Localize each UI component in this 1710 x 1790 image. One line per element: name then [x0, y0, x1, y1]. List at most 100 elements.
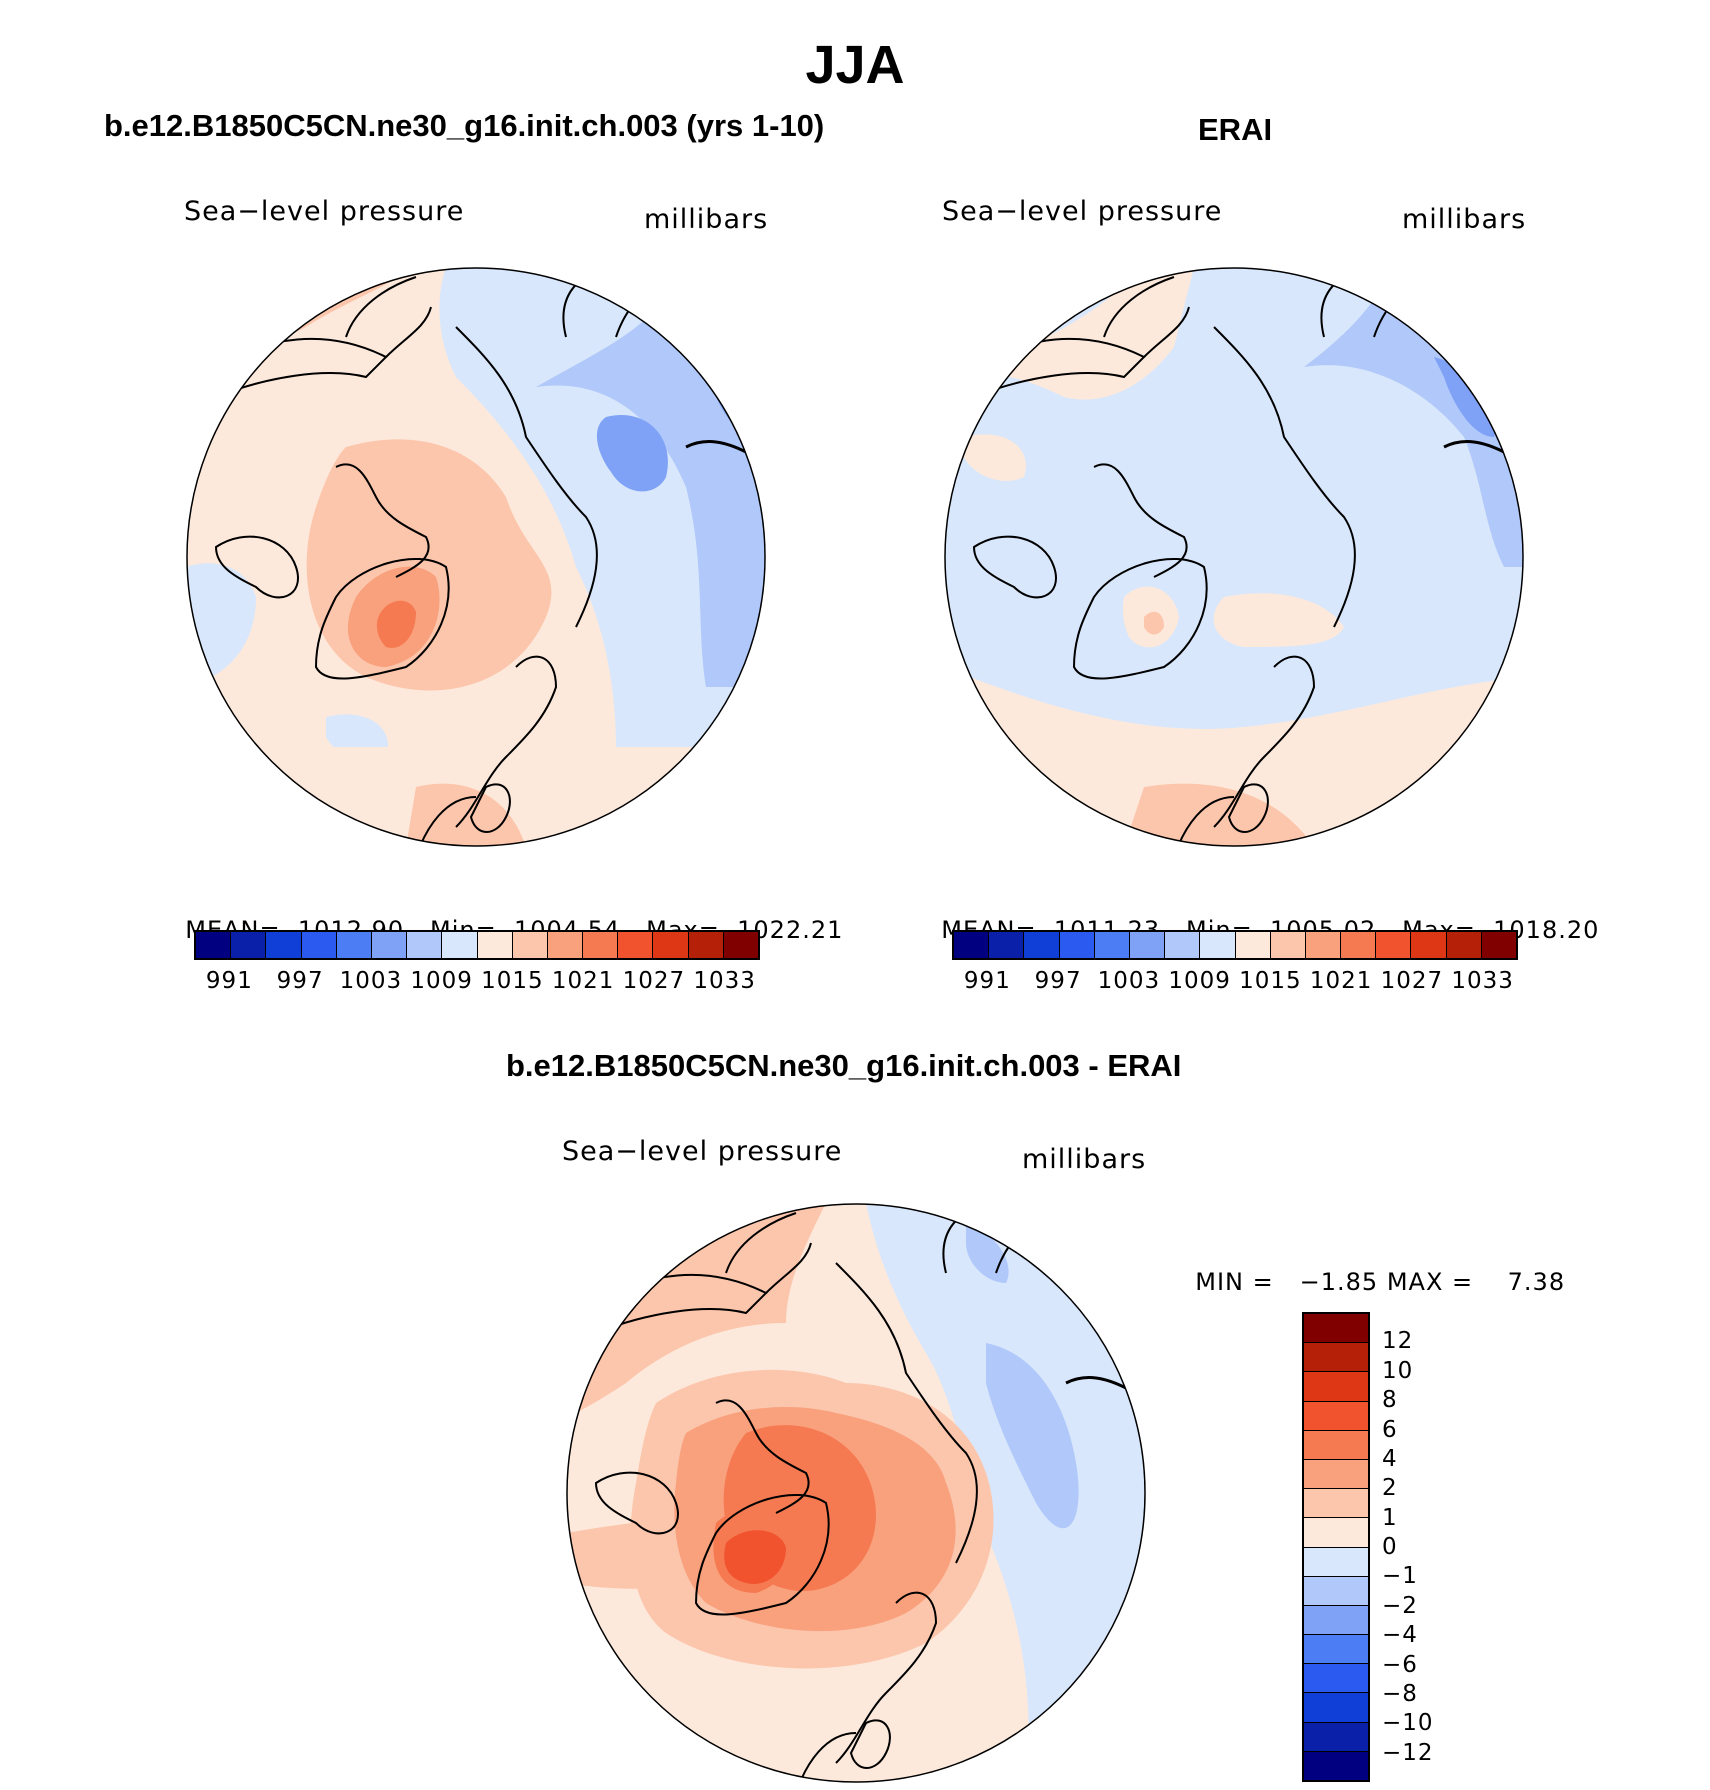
- colorbar-swatch: [301, 932, 337, 958]
- colorbar-swatch: [1481, 932, 1516, 958]
- diff-max-label: MAX =: [1386, 1268, 1474, 1296]
- colorbar-swatch: [1304, 1489, 1368, 1519]
- colorbar-swatch: [1094, 932, 1130, 958]
- colorbar-label: 1015: [1239, 968, 1302, 994]
- colorbar-swatch: [1304, 1693, 1368, 1723]
- colorbar-swatch: [1376, 932, 1412, 958]
- colorbar-swatch: [1304, 1751, 1368, 1780]
- obs-polar-map: [944, 267, 1524, 847]
- colorbar-label: 1033: [1451, 968, 1514, 994]
- colorbar-swatch: [442, 932, 478, 958]
- colorbar-swatch: [1024, 932, 1060, 958]
- colorbar-swatch: [196, 932, 232, 958]
- colorbar-label: 1015: [481, 968, 544, 994]
- colorbar-label: 1027: [1380, 968, 1444, 994]
- colorbar-swatch: [477, 932, 513, 958]
- colorbar-label: 0: [1382, 1534, 1398, 1560]
- colorbar-label: 4: [1382, 1445, 1398, 1472]
- colorbar-swatch: [1165, 932, 1201, 958]
- colorbar-swatch: [1304, 1430, 1368, 1460]
- diff-min-label: MIN =: [1195, 1268, 1274, 1296]
- colorbar-label: 1009: [1168, 968, 1231, 994]
- colorbar-swatch: [1341, 932, 1377, 958]
- obs-variable-label: Sea−level pressure: [942, 196, 1223, 227]
- diff-panel-title: b.e12.B1850C5CN.ne30_g16.init.ch.003 - E…: [506, 1048, 1182, 1083]
- colorbar-swatch: [653, 932, 689, 958]
- colorbar-swatch: [1446, 932, 1482, 958]
- colorbar-label: 1009: [410, 968, 473, 994]
- colorbar-swatch: [1129, 932, 1166, 958]
- colorbar-label: 1027: [622, 968, 686, 994]
- colorbar-label: −1: [1382, 1563, 1418, 1590]
- colorbar-swatch: [1304, 1459, 1368, 1490]
- colorbar-swatch: [407, 932, 443, 958]
- model-polar-map: [186, 267, 766, 847]
- colorbar-swatch: [1200, 932, 1236, 958]
- diff-units-label: millibars: [1022, 1144, 1147, 1175]
- obs-colorbar: [952, 930, 1518, 960]
- colorbar-label: 1021: [551, 968, 615, 994]
- colorbar-label: −4: [1382, 1622, 1418, 1649]
- colorbar-swatch: [1304, 1547, 1368, 1577]
- colorbar-label: −2: [1382, 1592, 1418, 1619]
- diff-min-value: −1.85: [1299, 1268, 1379, 1296]
- diff-max-value: 7.38: [1507, 1268, 1566, 1296]
- diff-colorbar: [1302, 1312, 1370, 1782]
- colorbar-label: −6: [1382, 1651, 1418, 1678]
- obs-units-label: millibars: [1402, 204, 1527, 235]
- colorbar-label: 1021: [1309, 968, 1373, 994]
- colorbar-swatch: [1304, 1372, 1368, 1402]
- colorbar-swatch: [618, 932, 654, 958]
- colorbar-swatch: [1304, 1401, 1368, 1431]
- colorbar-swatch: [1304, 1314, 1368, 1344]
- colorbar-label: 1003: [339, 968, 403, 994]
- colorbar-label: 991: [963, 968, 1011, 994]
- colorbar-label: 997: [1034, 968, 1082, 994]
- colorbar-swatch: [1235, 932, 1271, 958]
- colorbar-swatch: [1305, 932, 1342, 958]
- colorbar-swatch: [547, 932, 584, 958]
- obs-panel-title: ERAI: [1198, 112, 1273, 147]
- model-colorbar: [194, 930, 760, 960]
- colorbar-label: 8: [1382, 1387, 1398, 1414]
- colorbar-label: 1: [1382, 1504, 1398, 1531]
- colorbar-label: 1003: [1097, 968, 1161, 994]
- figure-title: JJA: [805, 35, 905, 95]
- colorbar-swatch: [583, 932, 619, 958]
- colorbar-swatch: [1304, 1518, 1368, 1548]
- colorbar-swatch: [688, 932, 724, 958]
- colorbar-swatch: [954, 932, 990, 958]
- colorbar-label: −10: [1382, 1710, 1434, 1737]
- diff-polar-map: [566, 1203, 1146, 1783]
- colorbar-label: 2: [1382, 1475, 1398, 1502]
- diff-stats: MIN = −1.85 MAX = 7.38: [1178, 1240, 1565, 1296]
- colorbar-swatch: [1304, 1635, 1368, 1665]
- colorbar-swatch: [1304, 1664, 1368, 1694]
- colorbar-swatch: [1059, 932, 1095, 958]
- colorbar-swatch: [1304, 1605, 1368, 1636]
- colorbar-swatch: [989, 932, 1025, 958]
- colorbar-swatch: [336, 932, 372, 958]
- colorbar-label: 12: [1382, 1328, 1414, 1355]
- model-units-label: millibars: [644, 204, 769, 235]
- colorbar-swatch: [231, 932, 267, 958]
- colorbar-label: 10: [1382, 1357, 1414, 1384]
- colorbar-swatch: [512, 932, 548, 958]
- colorbar-swatch: [1304, 1576, 1368, 1606]
- colorbar-swatch: [371, 932, 408, 958]
- colorbar-swatch: [1411, 932, 1447, 958]
- colorbar-swatch: [266, 932, 302, 958]
- colorbar-label: 1033: [693, 968, 756, 994]
- colorbar-label: 6: [1382, 1416, 1398, 1443]
- colorbar-label: 991: [205, 968, 253, 994]
- diff-variable-label: Sea−level pressure: [562, 1136, 843, 1167]
- colorbar-swatch: [1270, 932, 1306, 958]
- colorbar-label: −8: [1382, 1680, 1418, 1707]
- diff-colorbar-labels: 12 10 8 6 4 2 1 0 −1 −2 −4 −6 −8 −10 −12: [1382, 1312, 1482, 1782]
- colorbar-label: 997: [276, 968, 324, 994]
- colorbar-swatch: [1304, 1722, 1368, 1752]
- colorbar-label: −12: [1382, 1739, 1434, 1766]
- colorbar-swatch: [1304, 1343, 1368, 1373]
- model-panel-title: b.e12.B1850C5CN.ne30_g16.init.ch.003 (yr…: [104, 108, 825, 143]
- colorbar-swatch: [723, 932, 758, 958]
